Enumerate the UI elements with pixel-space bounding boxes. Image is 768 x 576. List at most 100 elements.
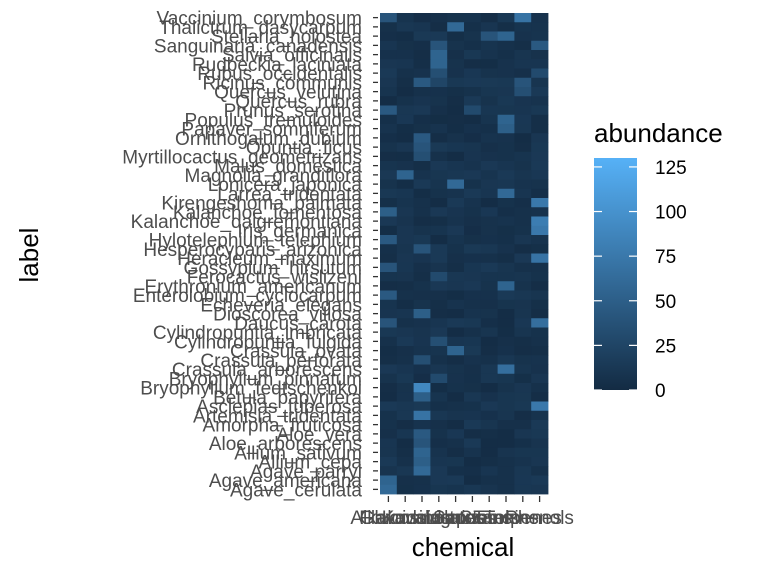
heatmap-cell — [430, 290, 448, 301]
heatmap-cell — [413, 309, 431, 319]
heatmap-cell — [447, 484, 465, 495]
heatmap-cell — [464, 207, 482, 217]
heatmap-cell — [413, 318, 431, 328]
heatmap-cell — [396, 244, 414, 254]
heatmap-cell — [380, 438, 398, 449]
heatmap-cell — [480, 96, 498, 106]
heatmap-cell — [430, 179, 448, 190]
heatmap-cell — [380, 31, 398, 42]
heatmap-cell — [380, 151, 398, 162]
heatmap-cell — [430, 216, 448, 227]
heatmap-cell — [497, 392, 515, 402]
heatmap-cell — [430, 225, 448, 236]
heatmap-cell — [480, 207, 498, 217]
heatmap-cell — [464, 457, 482, 467]
legend-tick-label: 25 — [655, 336, 676, 357]
heatmap-cell — [497, 225, 515, 236]
heatmap-cell — [396, 22, 414, 32]
legend-tick-label: 50 — [655, 292, 676, 313]
heatmap-cell — [430, 475, 448, 486]
heatmap-cell — [447, 96, 465, 106]
y-tick-label: Agave_cerulata — [230, 480, 362, 501]
heatmap-cell — [447, 87, 465, 97]
y-tick-label: Echeveria_elegans — [200, 295, 362, 316]
heatmap-cell — [464, 309, 482, 319]
heatmap-cell — [396, 466, 414, 476]
heatmap-cell — [447, 447, 465, 458]
y-tick-label: Bryophyllum_pinnatum — [169, 369, 362, 390]
heatmap-cell — [531, 179, 549, 190]
heatmap-cell — [464, 281, 482, 291]
heatmap-cell — [413, 59, 431, 69]
heatmap-cell — [531, 346, 549, 356]
heatmap-cell — [497, 50, 515, 60]
heatmap-cell — [430, 105, 448, 116]
heatmap-cell — [514, 13, 532, 23]
heatmap-cell — [464, 13, 482, 23]
heatmap-cell — [464, 410, 482, 421]
heatmap-cell — [430, 31, 448, 42]
heatmap-cell — [430, 68, 448, 79]
heatmap-cell — [464, 447, 482, 458]
heatmap-cell — [430, 327, 448, 338]
x-tick-marks — [387, 496, 541, 502]
heatmap-cell — [480, 272, 498, 282]
heatmap-cell — [396, 299, 414, 310]
heatmap-cell — [480, 327, 498, 338]
heatmap-cell — [380, 420, 398, 430]
heatmap-cell — [447, 401, 465, 412]
y-tick-label: Hylotelephium_telephium — [149, 231, 362, 252]
y-tick-label: Rubus_occidentalis — [197, 64, 362, 85]
y-tick-label: Quercus_rubra — [235, 92, 362, 113]
heatmap-cell — [380, 281, 398, 291]
heatmap-cell — [447, 68, 465, 79]
heatmap-cell — [531, 262, 549, 273]
heatmap-cell — [396, 114, 414, 125]
heatmap-cell — [380, 133, 398, 143]
heatmap-cell — [396, 151, 414, 162]
heatmap-cell — [447, 235, 465, 245]
heatmap-cell — [480, 87, 498, 97]
heatmap-cell — [447, 299, 465, 310]
y-tick-label: Amorpha_fruticosa — [203, 416, 363, 437]
heatmap-cell — [497, 142, 515, 153]
heatmap-cell — [464, 299, 482, 310]
heatmap-cell — [430, 355, 448, 365]
heatmap-cell — [430, 309, 448, 319]
heatmap-cell — [447, 13, 465, 23]
heatmap-cell — [531, 68, 549, 79]
heatmap-cell — [380, 475, 398, 486]
heatmap-cell — [430, 299, 448, 310]
heatmap-cell — [531, 318, 549, 328]
heatmap-cell — [497, 13, 515, 23]
heatmap-cell — [480, 438, 498, 449]
y-tick-label: Crassula_ovata — [230, 342, 362, 363]
heatmap-cell — [396, 124, 414, 134]
heatmap-cell — [413, 235, 431, 245]
heatmap-cell — [480, 299, 498, 310]
heatmap-cell — [396, 383, 414, 393]
heatmap-cell — [480, 346, 498, 356]
heatmap-cell — [413, 31, 431, 42]
heatmap-cell — [413, 383, 431, 393]
heatmap-cell — [380, 383, 398, 393]
heatmap-cell — [396, 336, 414, 347]
heatmap-cell — [396, 410, 414, 421]
legend-tick-label: 75 — [655, 247, 676, 268]
heatmap-cell — [497, 96, 515, 106]
heatmap-cell — [413, 299, 431, 310]
heatmap-cell — [497, 114, 515, 125]
heatmap-cell — [380, 13, 398, 23]
heatmap-cell — [380, 96, 398, 106]
heatmap-cell — [480, 59, 498, 69]
heatmap-cell — [531, 114, 549, 125]
heatmap-cell — [480, 225, 498, 236]
heatmap-cell — [380, 244, 398, 254]
heatmap-cell — [480, 262, 498, 273]
heatmap-cell — [396, 170, 414, 180]
y-tick-label: Myrtillocactus_geometrizans — [122, 147, 362, 168]
heatmap-cells — [380, 13, 549, 495]
heatmap-cell — [413, 457, 431, 467]
heatmap-cell — [531, 475, 549, 486]
heatmap-cell — [514, 318, 532, 328]
